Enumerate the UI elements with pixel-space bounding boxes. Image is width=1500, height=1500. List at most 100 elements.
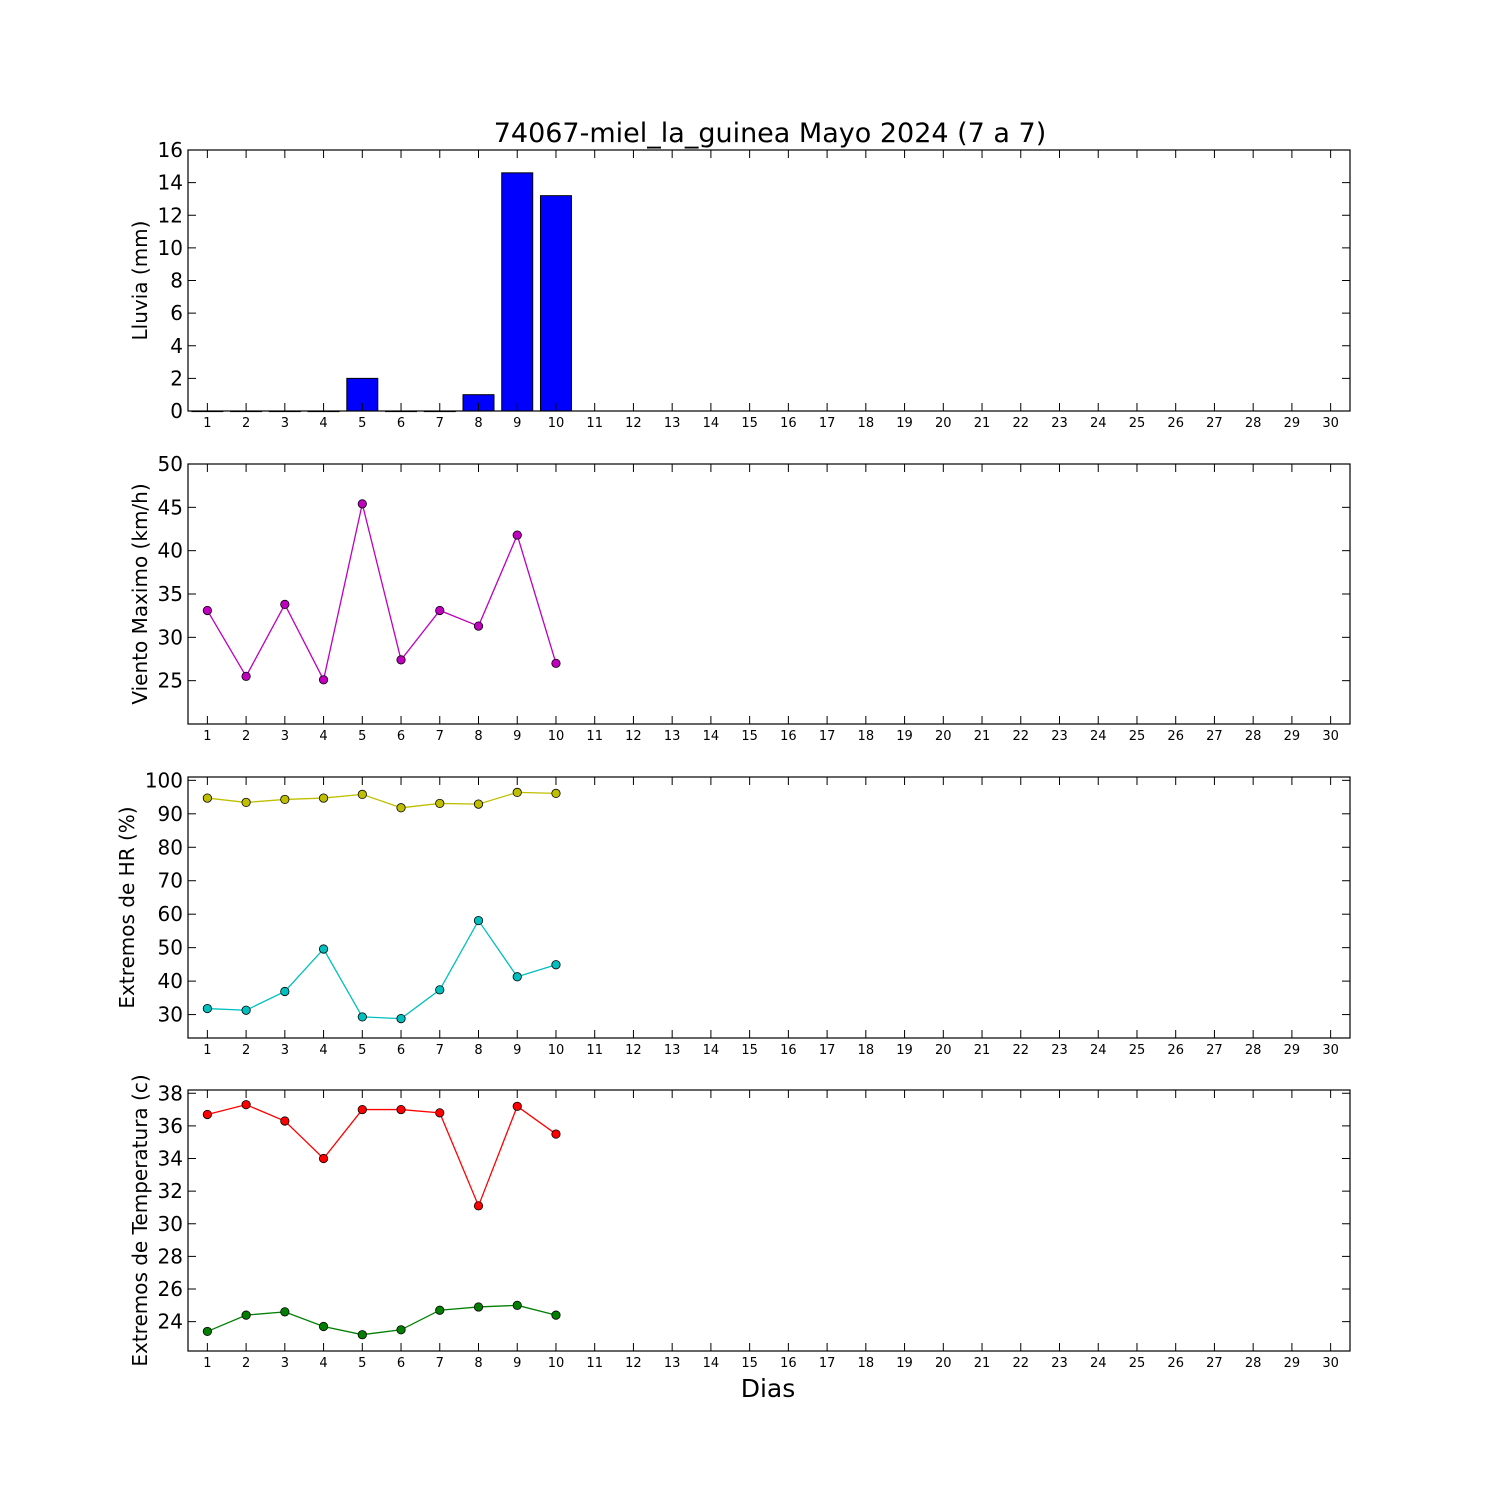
- rainfall-xtick-label: 8: [474, 416, 482, 431]
- temperature-ytick-label: 38: [158, 1081, 183, 1105]
- max-wind-xtick-label: 5: [358, 729, 366, 744]
- humidity-xtick-label: 8: [474, 1043, 482, 1058]
- humidity-xtick-label: 29: [1284, 1043, 1301, 1058]
- max-wind-xtick-label: 8: [474, 729, 482, 744]
- rainfall-axes-frame: [187, 149, 1351, 412]
- humidity-data-point: [435, 798, 445, 809]
- humidity-xtick-label: 12: [625, 1043, 642, 1058]
- max-wind-data-point: [318, 675, 329, 685]
- temperature-xtick-label: 24: [1090, 1356, 1107, 1371]
- humidity-ytick-label: 30: [158, 1003, 183, 1027]
- temperature-data-point: [551, 1310, 561, 1320]
- rainfall-ytick-label: 12: [158, 203, 183, 227]
- temperature-xtick-label: 19: [896, 1356, 913, 1371]
- humidity-xtick-label: 26: [1167, 1043, 1184, 1058]
- rainfall-xtick-label: 13: [664, 416, 681, 431]
- temperature-xtick-label: 2: [242, 1356, 250, 1371]
- humidity-ytick-label: 40: [158, 969, 183, 993]
- temperature-series-line: [207, 1103, 557, 1208]
- humidity-xtick-label: 18: [858, 1043, 875, 1058]
- temperature-xtick-label: 27: [1206, 1356, 1223, 1371]
- temperature-xtick-label: 9: [513, 1356, 521, 1371]
- humidity-data-point: [318, 793, 329, 803]
- humidity-data-point: [241, 797, 251, 808]
- max-wind-ytick-label: 30: [158, 625, 183, 649]
- rainfall-xtick-label: 17: [819, 416, 836, 431]
- humidity-xtick-label: 27: [1206, 1043, 1223, 1058]
- temperature-xtick-label: 18: [858, 1356, 875, 1371]
- max-wind-data-point: [280, 599, 290, 610]
- humidity-xtick-label: 28: [1245, 1043, 1262, 1058]
- humidity-xtick-label: 22: [1012, 1043, 1029, 1058]
- temperature-data-point: [318, 1153, 329, 1164]
- temperature-xtick-label: 20: [935, 1356, 952, 1371]
- humidity-xtick-label: 24: [1090, 1043, 1107, 1058]
- humidity-xtick-label: 19: [896, 1043, 913, 1058]
- max-wind-xtick-label: 13: [664, 729, 681, 744]
- rainfall-xtick-label: 4: [319, 416, 327, 431]
- temperature-ytick-label: 28: [158, 1244, 183, 1268]
- temperature-xtick-label: 16: [780, 1356, 797, 1371]
- temperature-ytick-label: 34: [158, 1147, 183, 1171]
- humidity-y-axis-label: Extremos de HR (%): [115, 806, 139, 1008]
- temperature-ytick-label: 24: [158, 1310, 183, 1334]
- humidity-ytick-label: 50: [158, 936, 183, 960]
- temperature-data-point: [435, 1108, 445, 1118]
- max-wind-xtick-label: 7: [436, 729, 444, 744]
- temperature-xtick-label: 4: [319, 1356, 327, 1371]
- humidity-data-point: [473, 915, 484, 926]
- max-wind-data-point: [202, 605, 212, 616]
- max-wind-xtick-label: 21: [974, 729, 991, 744]
- max-wind-ytick-label: 35: [158, 582, 183, 606]
- humidity-data-point: [318, 944, 329, 954]
- rainfall-xtick-label: 30: [1322, 416, 1339, 431]
- rainfall-xtick-label: 16: [780, 416, 797, 431]
- rainfall-bar: [539, 195, 572, 412]
- temperature-xtick-label: 14: [703, 1356, 720, 1371]
- temperature-xtick-label: 1: [203, 1356, 211, 1371]
- humidity-xtick-label: 20: [935, 1043, 952, 1058]
- temperature-data-point: [473, 1201, 484, 1211]
- humidity-data-point: [202, 1003, 212, 1014]
- max-wind-data-point: [512, 530, 522, 540]
- temperature-ytick-label: 36: [158, 1114, 183, 1138]
- max-wind-xtick-label: 6: [397, 729, 405, 744]
- rainfall-ytick-label: 2: [170, 366, 183, 390]
- temperature-xtick-label: 8: [474, 1356, 482, 1371]
- max-wind-xtick-label: 16: [780, 729, 797, 744]
- rainfall-xtick-label: 19: [896, 416, 913, 431]
- rainfall-xtick-label: 5: [358, 416, 366, 431]
- humidity-data-point: [280, 794, 290, 805]
- max-wind-xtick-label: 10: [548, 729, 565, 744]
- humidity-xtick-label: 5: [358, 1043, 366, 1058]
- humidity-data-point: [396, 803, 406, 813]
- max-wind-xtick-label: 15: [741, 729, 758, 744]
- temperature-data-point: [280, 1307, 290, 1317]
- humidity-xtick-label: 17: [819, 1043, 836, 1058]
- temperature-series-line: [207, 1304, 557, 1336]
- rainfall-xtick-label: 28: [1245, 416, 1262, 431]
- temperature-xtick-label: 29: [1284, 1356, 1301, 1371]
- rainfall-ytick-label: 16: [158, 138, 183, 162]
- rainfall-ytick-label: 10: [158, 236, 183, 260]
- temperature-xtick-label: 28: [1245, 1356, 1262, 1371]
- max-wind-data-point: [473, 621, 484, 631]
- max-wind-xtick-label: 4: [319, 729, 327, 744]
- max-wind-xtick-label: 19: [896, 729, 913, 744]
- max-wind-xtick-label: 24: [1090, 729, 1107, 744]
- temperature-xtick-label: 5: [358, 1356, 366, 1371]
- humidity-data-point: [357, 789, 367, 800]
- temperature-xtick-label: 7: [436, 1356, 444, 1371]
- humidity-ytick-label: 100: [145, 768, 183, 792]
- temperature-data-point: [202, 1109, 212, 1120]
- max-wind-xtick-label: 14: [703, 729, 720, 744]
- humidity-series-line: [207, 919, 557, 1020]
- rainfall-xtick-label: 27: [1206, 416, 1223, 431]
- humidity-xtick-label: 4: [319, 1043, 327, 1058]
- max-wind-ytick-label: 25: [158, 669, 183, 693]
- humidity-ytick-label: 60: [158, 902, 183, 926]
- max-wind-data-point: [435, 605, 445, 616]
